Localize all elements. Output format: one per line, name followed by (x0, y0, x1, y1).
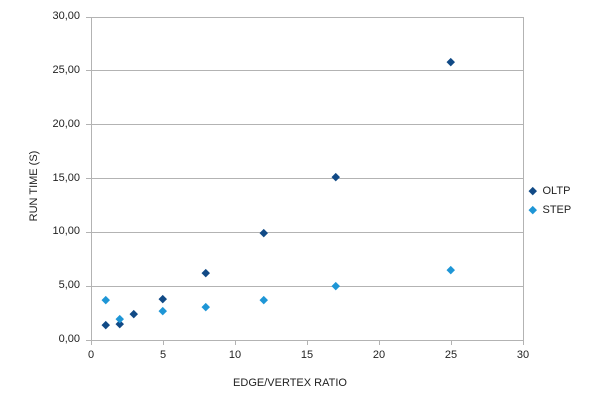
x-axis-title: EDGE/VERTEX RATIO (233, 377, 347, 389)
y-axis-title: RUN TIME (S) (28, 150, 40, 222)
y-axis-tick (86, 70, 91, 72)
y-tick-label: 0,00 (58, 333, 80, 345)
gridline (91, 124, 523, 126)
x-tick-label: 5 (159, 349, 167, 361)
gridline (91, 16, 523, 18)
y-axis-tick (86, 16, 91, 18)
x-axis-tick (90, 340, 92, 345)
x-tick-label: 10 (228, 349, 242, 361)
y-axis-tick (86, 231, 91, 233)
data-point-oltp (130, 310, 139, 319)
plot-right-border (522, 17, 524, 340)
x-axis-tick (378, 340, 380, 345)
y-tick-label: 10,00 (52, 225, 80, 238)
legend-diamond-icon (528, 206, 537, 214)
data-point-oltp (159, 295, 167, 303)
y-axis-tick (86, 285, 91, 287)
y-tick-label: 5,00 (58, 279, 80, 292)
y-tick-label: 15,00 (52, 171, 80, 184)
y-tick-label: 30,00 (52, 10, 80, 22)
legend-label-step: STEP (542, 204, 572, 216)
data-point-oltp (202, 269, 211, 278)
x-axis-tick (234, 340, 236, 345)
y-axis-tick (86, 124, 91, 126)
legend-entry-oltp: OLTP (528, 185, 571, 197)
gridline (91, 70, 523, 72)
data-point-oltp (331, 172, 340, 181)
gridline (91, 178, 523, 179)
data-point-oltp (259, 228, 268, 237)
x-axis-tick (162, 340, 164, 345)
data-point-step (447, 266, 455, 274)
data-point-step (331, 282, 340, 291)
data-point-step (259, 296, 268, 305)
x-tick-label: 0 (87, 349, 95, 361)
legend: OLTP STEP (528, 185, 572, 216)
data-point-step (202, 302, 211, 311)
data-point-step (159, 307, 167, 315)
data-point-oltp (101, 321, 110, 329)
legend-entry-step: STEP (528, 204, 572, 216)
x-axis-line (91, 339, 523, 341)
x-tick-label: 30 (516, 349, 530, 361)
gridline (91, 231, 523, 233)
x-tick-label: 25 (444, 349, 458, 361)
gridline (91, 285, 523, 287)
data-point-step (101, 296, 110, 305)
legend-diamond-icon (528, 187, 537, 195)
y-axis-tick (86, 339, 91, 341)
x-axis-tick (450, 340, 452, 345)
x-axis-tick (522, 340, 524, 345)
x-tick-label: 15 (300, 349, 314, 361)
y-tick-label: 25,00 (52, 63, 80, 76)
x-tick-label: 20 (372, 349, 386, 361)
legend-label-oltp: OLTP (542, 185, 571, 197)
y-axis-tick (86, 178, 91, 179)
data-point-oltp (447, 58, 455, 67)
y-tick-label: 20,00 (52, 117, 80, 130)
x-axis-tick (306, 340, 308, 345)
y-axis-line (90, 17, 92, 340)
